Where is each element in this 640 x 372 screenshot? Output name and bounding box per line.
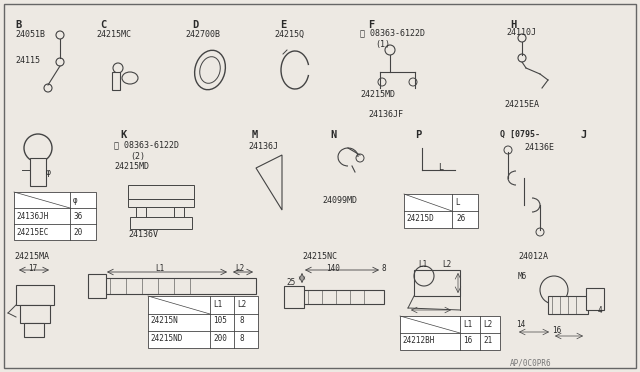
Text: M6: M6	[518, 272, 527, 281]
Text: 24115: 24115	[15, 56, 40, 65]
Bar	[400, 316, 500, 350]
Text: 25: 25	[286, 278, 295, 287]
Text: 242700B: 242700B	[185, 30, 220, 39]
Text: D: D	[192, 20, 198, 30]
Text: 26: 26	[456, 214, 465, 223]
Bar	[404, 194, 478, 228]
Text: N: N	[330, 130, 336, 140]
Text: 24212BH: 24212BH	[402, 336, 435, 345]
Text: F: F	[368, 20, 374, 30]
Bar	[414, 270, 460, 296]
Bar	[14, 192, 96, 240]
Text: 24215Q: 24215Q	[274, 30, 304, 39]
Bar	[136, 207, 146, 225]
Text: H: H	[510, 20, 516, 30]
Text: 24012A: 24012A	[518, 252, 548, 261]
Text: 16: 16	[552, 326, 561, 335]
Text: 21: 21	[483, 336, 492, 345]
Text: 8: 8	[239, 316, 244, 325]
Bar	[104, 278, 256, 294]
Bar	[284, 286, 304, 308]
Text: L: L	[455, 198, 460, 207]
Text: L2: L2	[442, 260, 451, 269]
Text: φ: φ	[73, 196, 77, 205]
Text: 24136JF: 24136JF	[368, 110, 403, 119]
Text: 4: 4	[598, 306, 603, 315]
Text: L2: L2	[235, 264, 244, 273]
Text: 36: 36	[73, 212, 83, 221]
Text: 8: 8	[239, 334, 244, 343]
Bar	[20, 305, 50, 323]
Text: 140: 140	[326, 264, 340, 273]
Text: Ⓢ 08363-6122D: Ⓢ 08363-6122D	[114, 140, 179, 149]
Text: L: L	[438, 163, 443, 172]
Bar	[88, 274, 106, 298]
Text: K: K	[120, 130, 126, 140]
Bar	[112, 72, 120, 90]
Text: E: E	[280, 20, 286, 30]
Text: 24215N: 24215N	[150, 316, 178, 325]
Text: 24215ND: 24215ND	[150, 334, 182, 343]
Text: B: B	[15, 20, 21, 30]
Text: 24215MA: 24215MA	[14, 252, 49, 261]
Text: 24215MD: 24215MD	[114, 162, 149, 171]
Bar	[174, 207, 184, 225]
Text: Ⓢ 08363-6122D: Ⓢ 08363-6122D	[360, 28, 425, 37]
Bar	[148, 296, 258, 348]
Text: (2): (2)	[130, 152, 145, 161]
Bar	[586, 288, 604, 310]
Text: L1: L1	[213, 300, 222, 309]
Text: 24215MC: 24215MC	[96, 30, 131, 39]
Text: 24215EA: 24215EA	[504, 100, 539, 109]
Text: 24110J: 24110J	[506, 28, 536, 37]
Bar	[302, 290, 384, 304]
Text: 24051B: 24051B	[15, 30, 45, 39]
Bar	[128, 185, 194, 199]
Bar	[24, 323, 44, 337]
Text: L1: L1	[418, 260, 428, 269]
Text: 20: 20	[73, 228, 83, 237]
Text: 24099MD: 24099MD	[322, 196, 357, 205]
Text: AP/0C0PR6: AP/0C0PR6	[510, 358, 552, 367]
Bar	[30, 158, 46, 186]
Text: C: C	[100, 20, 106, 30]
Text: 24215EC: 24215EC	[16, 228, 49, 237]
Text: Q [0795-: Q [0795-	[500, 130, 540, 139]
Text: 24136JH: 24136JH	[16, 212, 49, 221]
Text: 24136V: 24136V	[128, 230, 158, 239]
Text: 17: 17	[28, 264, 37, 273]
Text: 105: 105	[213, 316, 227, 325]
Text: 16: 16	[463, 336, 472, 345]
Text: P: P	[415, 130, 421, 140]
Text: 24136E: 24136E	[524, 143, 554, 152]
Text: 24215D: 24215D	[406, 214, 434, 223]
Bar	[128, 199, 194, 207]
Text: L1: L1	[155, 264, 164, 273]
Text: L2: L2	[237, 300, 246, 309]
Text: 8: 8	[382, 264, 387, 273]
Text: φ: φ	[46, 168, 51, 177]
Text: J: J	[580, 130, 586, 140]
Text: 24136J: 24136J	[248, 142, 278, 151]
Text: 24215MD: 24215MD	[360, 90, 395, 99]
Text: 24215NC: 24215NC	[302, 252, 337, 261]
Text: M: M	[252, 130, 259, 140]
Text: 14: 14	[516, 320, 525, 329]
Bar	[16, 285, 54, 305]
Bar	[130, 217, 192, 229]
Text: 200: 200	[213, 334, 227, 343]
Text: L1: L1	[463, 320, 472, 329]
Text: L2: L2	[483, 320, 492, 329]
Bar	[548, 296, 588, 314]
Text: (1): (1)	[375, 40, 390, 49]
